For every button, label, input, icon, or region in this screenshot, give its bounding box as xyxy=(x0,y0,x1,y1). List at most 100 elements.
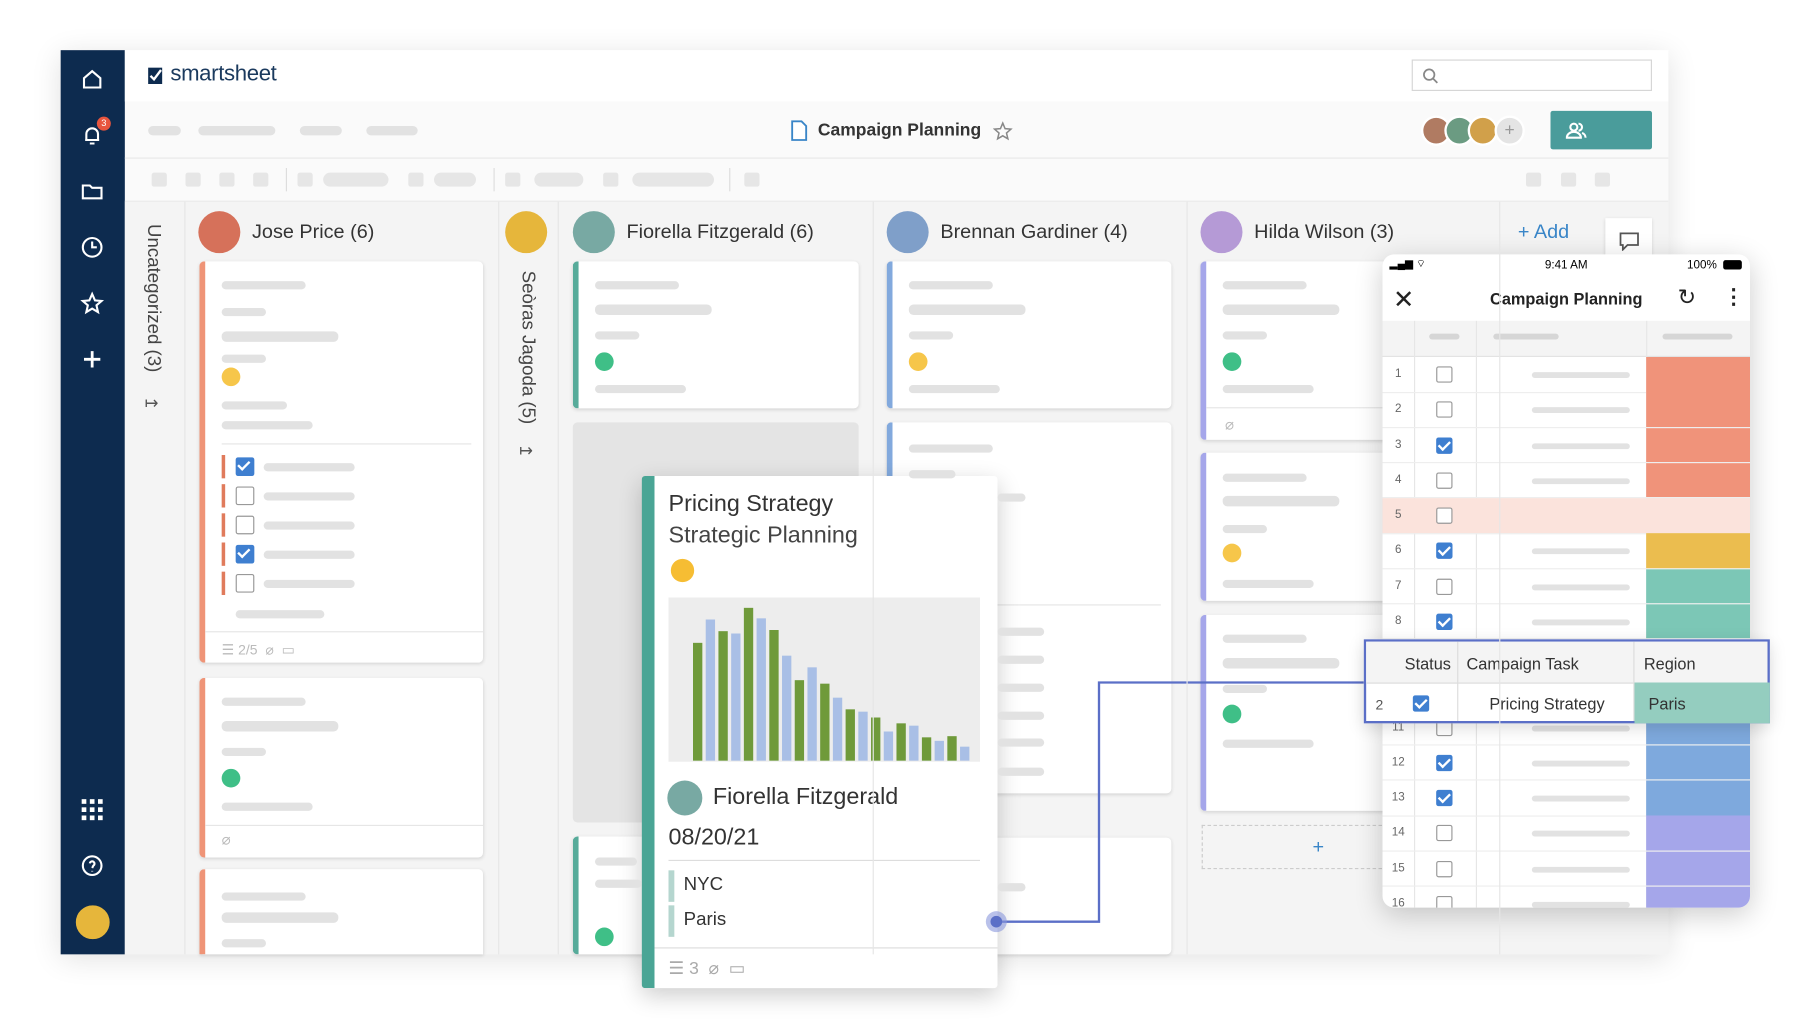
toolbar-button xyxy=(1594,172,1611,187)
sidebar: 3 xyxy=(60,50,125,955)
row-checkbox[interactable] xyxy=(1436,436,1453,454)
placeholder xyxy=(1493,333,1559,340)
toolbar-button xyxy=(744,172,760,187)
create-icon[interactable] xyxy=(81,348,104,371)
placeholder xyxy=(997,767,1045,776)
row-checkbox[interactable] xyxy=(1436,401,1453,418)
placeholder xyxy=(1531,548,1630,555)
card-footer: ☰ 3 ⌀ ▭ xyxy=(668,959,746,979)
thumbnail-bar xyxy=(832,697,843,761)
home-icon[interactable] xyxy=(81,68,104,91)
checklist-marker xyxy=(221,542,226,566)
placeholder xyxy=(1531,407,1630,414)
row-checkbox[interactable] xyxy=(1436,754,1453,771)
lane-avatar xyxy=(886,211,929,254)
lane-separator xyxy=(872,201,874,955)
thumbnail-bar xyxy=(871,717,881,761)
toolbar-button xyxy=(323,172,389,187)
toolbar-button xyxy=(603,172,619,187)
column-line xyxy=(1475,320,1478,908)
placeholder xyxy=(1222,684,1268,694)
battery-icon xyxy=(1723,260,1742,270)
row-checkbox[interactable] xyxy=(1436,789,1453,807)
favorite-star[interactable] xyxy=(992,121,1013,141)
row-checkbox[interactable] xyxy=(1436,472,1453,489)
thumbnail-bar xyxy=(693,642,703,761)
row-number: 2 xyxy=(1395,402,1402,416)
signal-icon: ▂▄▆ ⌔ xyxy=(1389,257,1426,270)
row-number: 5 xyxy=(1395,508,1402,522)
lane-title[interactable]: Fiorella Fitzgerald (6) xyxy=(626,220,814,243)
search-box[interactable] xyxy=(1411,59,1653,92)
row-checkbox[interactable] xyxy=(1436,860,1453,877)
recent-icon[interactable] xyxy=(81,236,104,259)
placeholder xyxy=(221,308,267,317)
row-line xyxy=(1382,462,1751,464)
toolbar-separator xyxy=(729,168,731,192)
placeholder xyxy=(1222,634,1307,643)
lane-separator xyxy=(1186,201,1188,955)
row-checkbox[interactable] xyxy=(1436,542,1453,560)
status-dot xyxy=(595,927,614,947)
card-title: Pricing Strategy xyxy=(668,491,834,517)
lane-title[interactable]: Seòras Jagoda (5) xyxy=(518,270,538,425)
status-checkbox[interactable] xyxy=(1412,695,1430,712)
row-checkbox[interactable] xyxy=(1436,895,1453,908)
placeholder xyxy=(1222,304,1340,316)
toolbar-button xyxy=(151,172,167,187)
placeholder xyxy=(263,550,355,559)
more-button[interactable]: ⋮ xyxy=(1723,284,1745,309)
favorites-icon[interactable] xyxy=(80,291,104,315)
apps-icon[interactable] xyxy=(81,798,104,821)
attachment-icon[interactable]: ⌀ xyxy=(1225,415,1235,433)
add-collaborator[interactable]: + xyxy=(1494,115,1525,146)
row-checkbox[interactable] xyxy=(1436,825,1453,842)
card[interactable] xyxy=(199,677,484,858)
bell-icon[interactable] xyxy=(81,124,104,147)
lane-title[interactable]: Brennan Gardiner (4) xyxy=(940,220,1128,243)
region: NYC xyxy=(683,875,724,895)
add-lane[interactable]: + Add xyxy=(1517,220,1570,243)
status-dot xyxy=(908,352,928,372)
divider xyxy=(221,443,472,445)
status-time: 9:41 AM xyxy=(1544,259,1588,272)
divider xyxy=(1457,641,1459,722)
row-checkbox[interactable] xyxy=(1436,366,1453,383)
row-checkbox[interactable] xyxy=(1436,578,1453,595)
placeholder xyxy=(1531,372,1630,379)
lane-avatar xyxy=(505,211,548,254)
expand-icon[interactable]: ↦ xyxy=(519,441,533,460)
region-cell xyxy=(1646,886,1751,908)
checkbox[interactable] xyxy=(235,574,255,593)
attachment-icon[interactable]: ⌀ xyxy=(221,830,231,849)
placeholder xyxy=(908,470,956,479)
toolbar-button xyxy=(534,172,584,187)
lane-title[interactable]: Jose Price (6) xyxy=(252,220,375,243)
placeholder xyxy=(221,401,288,410)
region-cell xyxy=(1646,815,1751,851)
lane-title[interactable]: Hilda Wilson (3) xyxy=(1254,220,1395,243)
refresh-button[interactable]: ↻ xyxy=(1677,285,1697,311)
checklist-marker xyxy=(221,455,226,479)
checkbox[interactable] xyxy=(235,486,255,506)
close-button[interactable]: ✕ xyxy=(1393,284,1415,314)
placeholder xyxy=(221,721,339,732)
placeholder xyxy=(1531,795,1630,802)
checkbox[interactable] xyxy=(235,544,255,564)
help-icon[interactable] xyxy=(81,854,104,877)
share-button[interactable] xyxy=(1550,110,1653,150)
lane-title[interactable]: Uncategorized (3) xyxy=(143,224,164,373)
row-checkbox[interactable] xyxy=(1436,613,1453,630)
task-name: Pricing Strategy xyxy=(1489,694,1605,713)
expand-icon[interactable]: ↦ xyxy=(144,393,159,412)
checkbox[interactable] xyxy=(235,515,255,535)
status-dot xyxy=(670,558,695,583)
checkbox[interactable] xyxy=(235,457,255,477)
placeholder xyxy=(221,354,267,363)
lane-avatar xyxy=(572,211,615,254)
row-checkbox[interactable] xyxy=(1436,507,1453,524)
folder-icon[interactable] xyxy=(81,180,104,203)
chart-thumbnail xyxy=(668,597,981,762)
user-avatar[interactable] xyxy=(75,905,110,940)
